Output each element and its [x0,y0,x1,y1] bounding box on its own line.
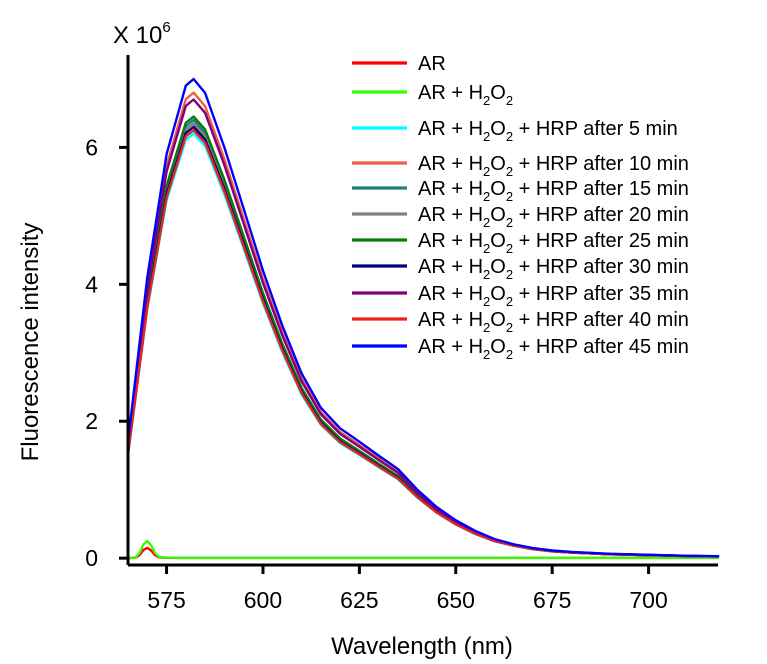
legend-label: AR [418,53,446,75]
series-layer [126,77,720,560]
y-tick-label: 6 [85,134,98,160]
legend: AR AR + H2O2 AR + H2O2 + HRP after 5 min AR… [352,53,689,362]
legend-label: AR + H2O2 [418,82,513,108]
legend-item: AR + H2O2 + HRP after 25 min [352,230,689,256]
legend-label: AR + H2O2 + HRP after 25 min [418,230,689,256]
y-tick-label: 0 [85,545,98,571]
y-tick-label: 2 [85,408,98,434]
legend-item: AR [352,53,446,75]
legend-label: AR + H2O2 + HRP after 35 min [418,283,689,309]
series-line-2 [126,539,720,560]
x-tick-label: 625 [340,587,378,613]
y-multiplier-base: X 10 [113,22,162,49]
legend-item: AR + H2O2 + HRP after 45 min [352,336,689,362]
y-axis-multiplier: X 106 [113,19,171,49]
series-line-11 [126,77,720,558]
legend-item: AR + H2O2 + HRP after 20 min [352,204,689,230]
y-tick-label: 4 [85,271,98,297]
axes-layer [126,55,718,567]
legend-label: AR + H2O2 + HRP after 45 min [418,336,689,362]
y-multiplier-exponent: 6 [162,19,170,36]
y-axis-title: Fluorescence intensity [17,223,44,462]
x-tick-label: 700 [629,587,667,613]
legend-item: AR + H2O2 + HRP after 40 min [352,309,689,335]
legend-label: AR + H2O2 + HRP after 5 min [418,118,678,144]
legend-label: AR + H2O2 + HRP after 15 min [418,178,689,204]
ticks-layer: 575 600 625 650 675 700 0 2 4 6 [85,134,668,613]
x-tick-label: 650 [437,587,475,613]
legend-item: AR + H2O2 + HRP after 30 min [352,256,689,282]
legend-item: AR + H2O2 [352,82,513,108]
x-tick-label: 675 [533,587,571,613]
legend-item: AR + H2O2 + HRP after 10 min [352,153,689,179]
legend-label: AR + H2O2 + HRP after 10 min [418,153,689,179]
legend-item: AR + H2O2 + HRP after 15 min [352,178,689,204]
legend-item: AR + H2O2 + HRP after 5 min [352,118,678,144]
x-tick-label: 575 [147,587,185,613]
legend-label: AR + H2O2 + HRP after 40 min [418,309,689,335]
legend-label: AR + H2O2 + HRP after 20 min [418,204,689,230]
x-axis-title: Wavelength (nm) [331,633,513,660]
legend-label: AR + H2O2 + HRP after 30 min [418,256,689,282]
x-tick-label: 600 [244,587,282,613]
legend-item: AR + H2O2 + HRP after 35 min [352,283,689,309]
